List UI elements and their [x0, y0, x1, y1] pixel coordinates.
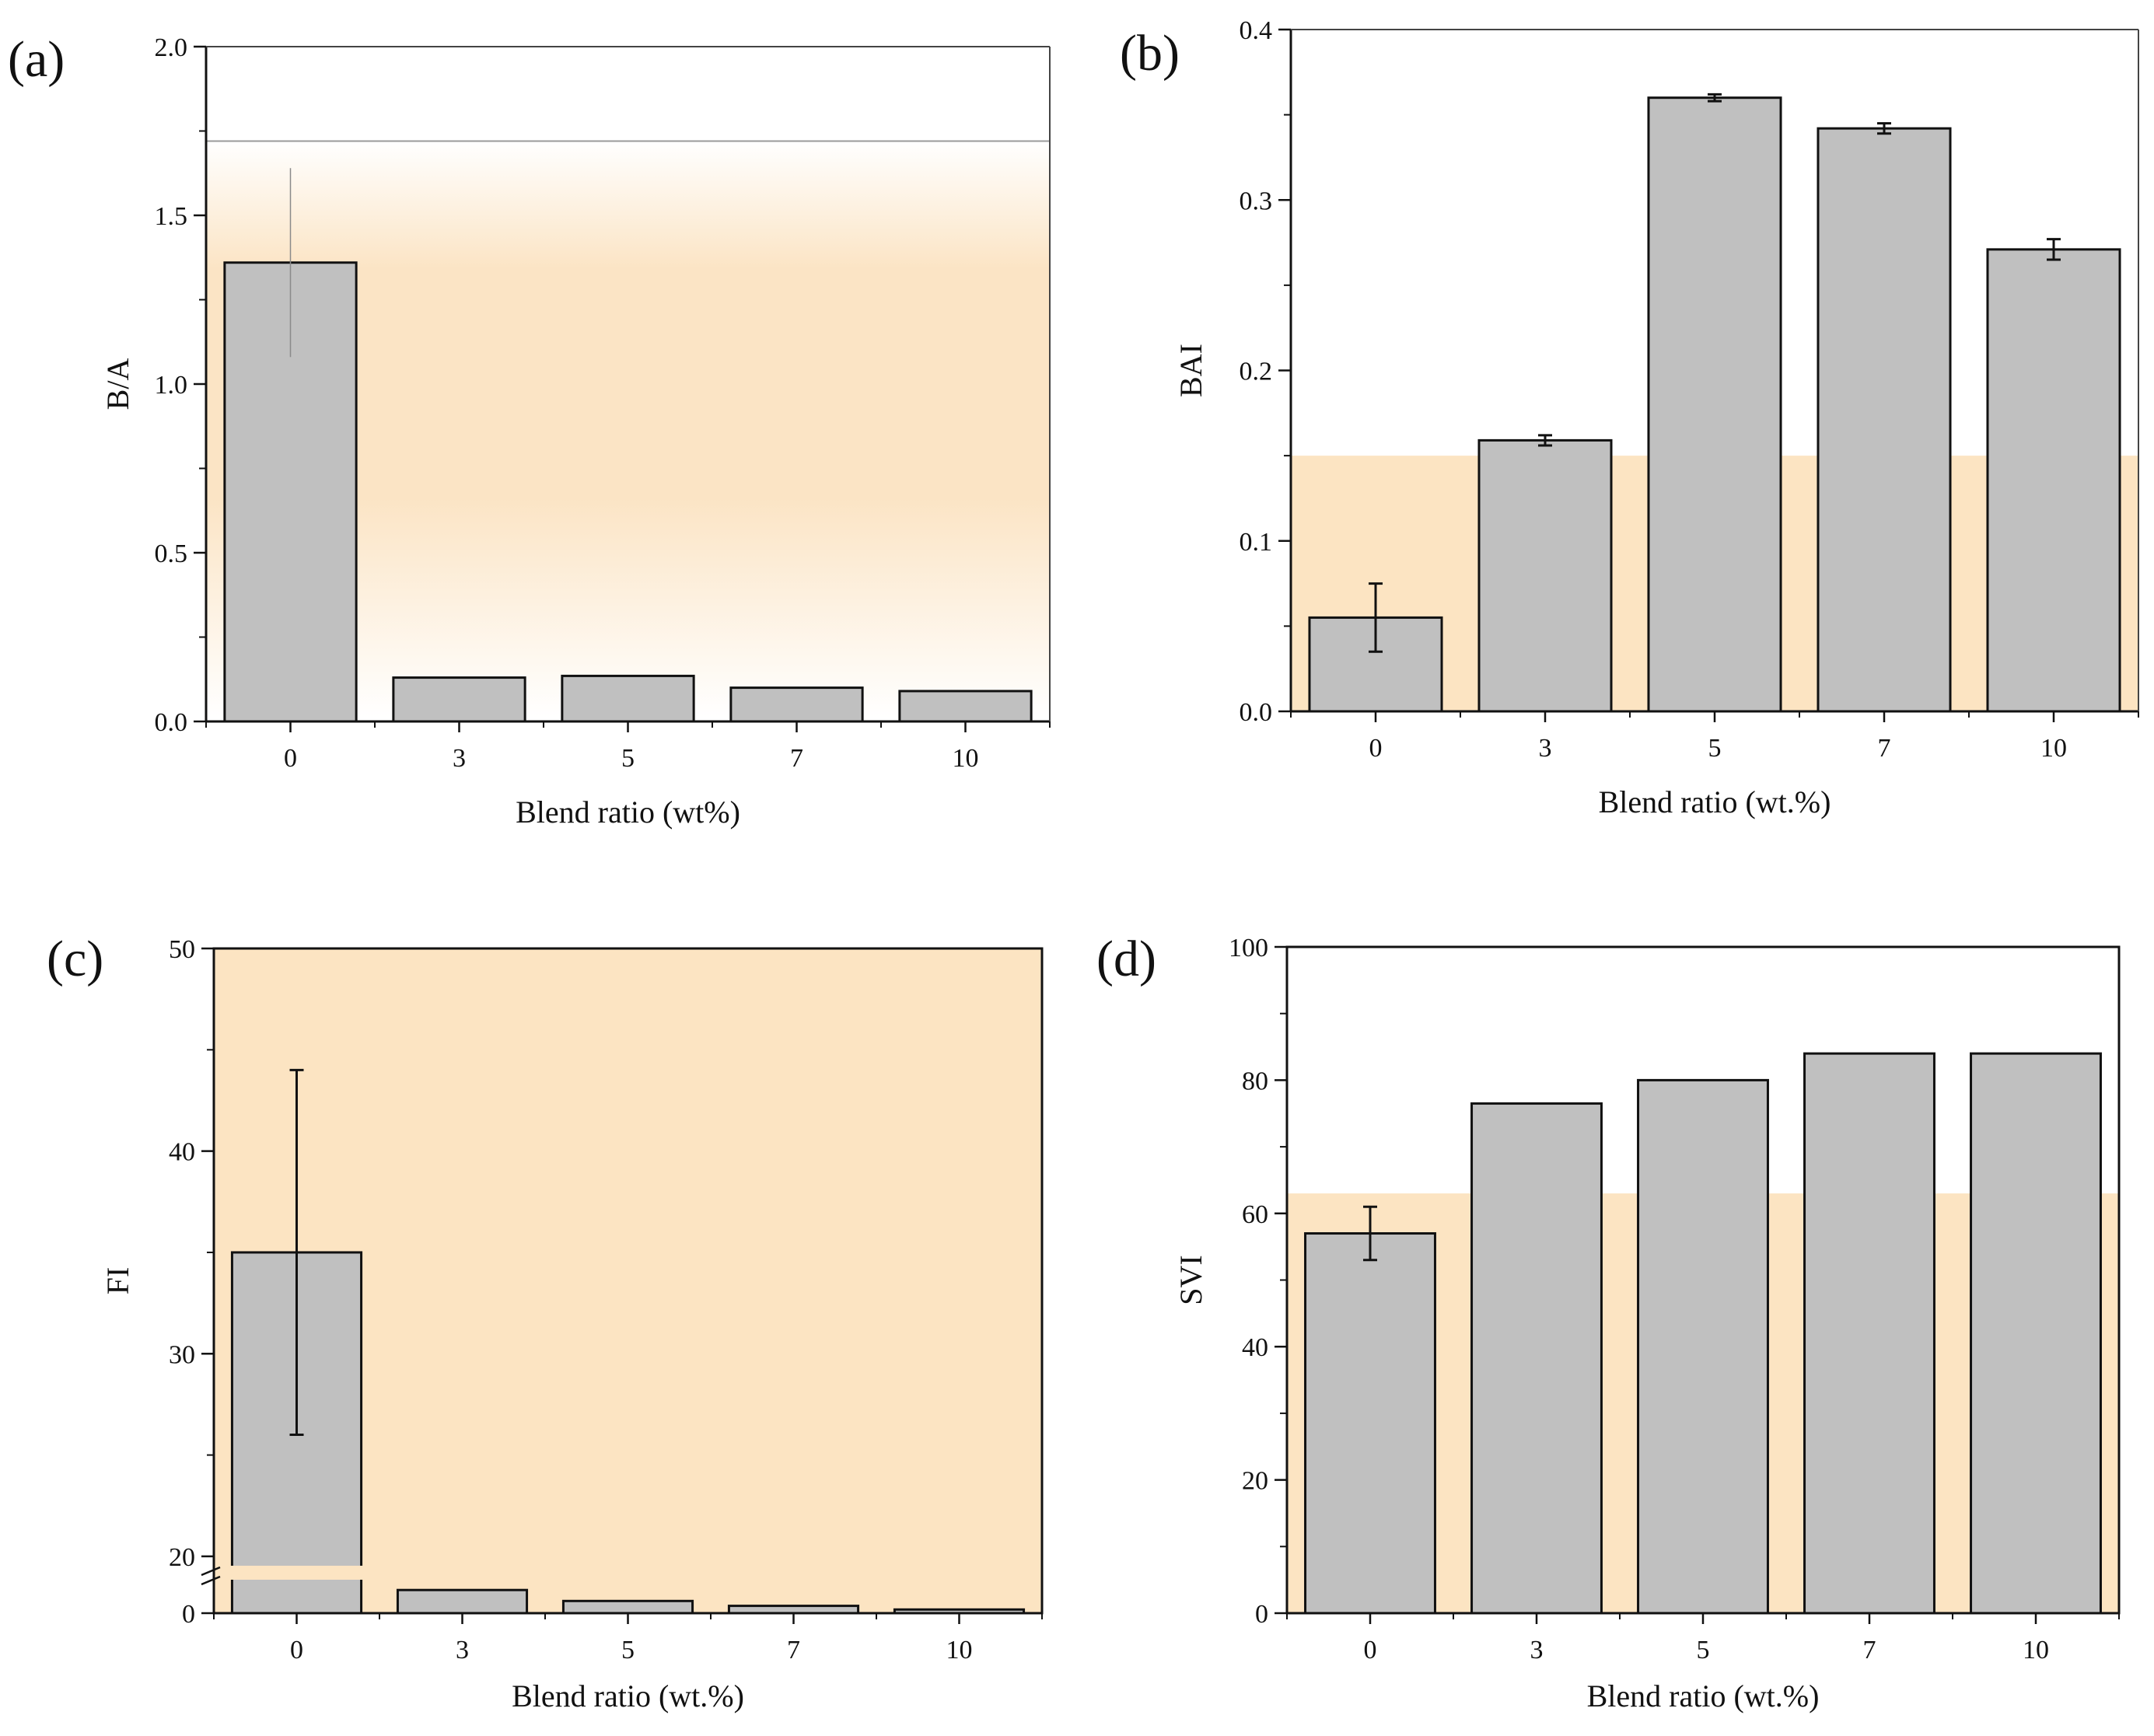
- x-tick-label-0: 0: [1364, 1636, 1377, 1664]
- y-tick-label-50: 50: [169, 935, 195, 964]
- y-tick-label-40: 40: [1242, 1333, 1268, 1362]
- y-tick-label-0: 0: [1255, 1600, 1268, 1629]
- panel-label: (d): [1096, 931, 1156, 987]
- y-axis-title: BAI: [1173, 344, 1208, 397]
- y-tick-label-0.2: 0.2: [1240, 358, 1273, 386]
- x-tick-label-5: 5: [1697, 1636, 1710, 1664]
- plot-frame: [212, 947, 1044, 1615]
- x-tick-label-0: 0: [1369, 734, 1383, 763]
- y-axis-title: FI: [100, 1267, 135, 1295]
- y-tick-label-0: 0: [182, 1600, 195, 1629]
- bar-5: [1637, 1078, 1769, 1615]
- y-tick-label-0.0: 0.0: [1240, 698, 1273, 727]
- x-axis-title: Blend ratio (wt%): [516, 795, 740, 830]
- x-tick-label-10: 10: [953, 744, 979, 773]
- x-axis-title: Blend ratio (wt.%): [1587, 1678, 1820, 1713]
- x-tick-label-3: 3: [1530, 1636, 1544, 1664]
- plot-frame: [1285, 945, 2121, 1615]
- y-tick-label-30: 30: [169, 1340, 195, 1369]
- y-tick-label-0.1: 0.1: [1240, 528, 1273, 557]
- y-axis-title: B/A: [100, 358, 135, 410]
- x-tick-label-10: 10: [2023, 1636, 2049, 1664]
- x-tick-label-0: 0: [290, 1636, 303, 1664]
- bar-7: [1803, 1052, 1935, 1615]
- bar-10: [1986, 248, 2121, 713]
- bar-5: [561, 674, 695, 723]
- bar-5: [561, 1599, 694, 1615]
- bar-3: [1470, 1102, 1603, 1615]
- x-axis-title: Blend ratio (wt.%): [1599, 784, 1831, 819]
- bar-7: [1817, 127, 1952, 713]
- panel-label: (c): [47, 931, 103, 987]
- x-tick-label-3: 3: [456, 1636, 469, 1664]
- panel-label: (a): [8, 31, 65, 88]
- chart-panel-b: 0 3 5 7 10 0.0 0.1 0.2 0.3 0.4 Blend ratio (wt.%) B…: [1120, 16, 2139, 819]
- y-tick-label-20: 20: [169, 1543, 195, 1572]
- x-tick-label-7: 7: [1878, 734, 1891, 763]
- y-tick-label-0.5: 0.5: [155, 540, 188, 568]
- x-tick-label-5: 5: [1708, 734, 1722, 763]
- x-tick-label-0: 0: [284, 744, 297, 773]
- chart-panel-c: 0 3 5 7 10 0 20 30 40 50 Blend ratio (wt.%) FI (c): [47, 931, 1044, 1713]
- x-axis-title: Blend ratio (wt.%): [512, 1678, 744, 1713]
- bar-10: [1970, 1052, 2102, 1615]
- y-tick-label-0.3: 0.3: [1240, 187, 1273, 215]
- panel-label: (b): [1120, 25, 1180, 82]
- y-tick-label-0.0: 0.0: [155, 708, 188, 737]
- y-axis-title: SVI: [1173, 1255, 1208, 1305]
- x-tick-label-3: 3: [453, 744, 466, 773]
- bar-3: [1477, 438, 1613, 713]
- x-tick-label-7: 7: [790, 744, 803, 773]
- y-tick-label-1.0: 1.0: [155, 371, 188, 400]
- y-tick-label-100: 100: [1229, 934, 1268, 962]
- x-tick-label-7: 7: [1863, 1636, 1876, 1664]
- y-tick-label-40: 40: [169, 1138, 195, 1167]
- bar-0: [1304, 1232, 1436, 1615]
- bar-5: [1647, 96, 1782, 713]
- y-tick-label-20: 20: [1242, 1467, 1268, 1496]
- y-tick-label-1.5: 1.5: [155, 202, 188, 231]
- bar-7: [729, 686, 864, 723]
- x-tick-label-5: 5: [621, 1636, 635, 1664]
- x-tick-label-10: 10: [946, 1636, 973, 1664]
- axis-break-mark: [201, 1566, 221, 1586]
- y-tick-label-2.0: 2.0: [155, 33, 188, 62]
- y-tick-label-60: 60: [1242, 1200, 1268, 1229]
- chart-panel-a: 0 3 5 7 10 0.0 0.5 1.0 1.5 2.0 Blend ratio (wt%) B/…: [8, 31, 1051, 830]
- axis-break-gap: [225, 1565, 364, 1580]
- bar-10: [898, 690, 1033, 723]
- y-tick-label-80: 80: [1242, 1067, 1268, 1095]
- x-tick-label-5: 5: [621, 744, 635, 773]
- x-tick-label-10: 10: [2040, 734, 2067, 763]
- y-tick-label-0.4: 0.4: [1240, 16, 1273, 45]
- x-tick-label-3: 3: [1539, 734, 1552, 763]
- bar-3: [392, 676, 526, 723]
- x-tick-label-7: 7: [787, 1636, 800, 1664]
- bar-3: [396, 1588, 529, 1615]
